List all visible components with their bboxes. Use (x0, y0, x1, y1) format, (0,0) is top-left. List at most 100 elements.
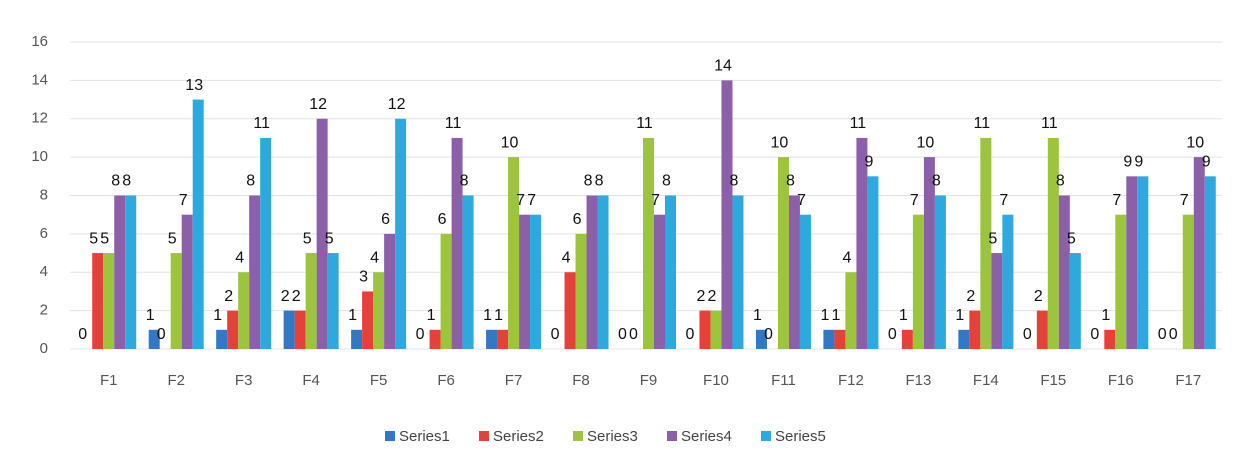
bar (451, 137, 463, 349)
data-label: 1 (494, 307, 503, 324)
data-label: 0 (888, 326, 897, 343)
data-label: 7 (797, 192, 806, 209)
bar (923, 157, 935, 349)
x-tick-label: F3 (235, 372, 253, 389)
data-label: 12 (309, 96, 327, 113)
data-label: 9 (1134, 154, 1143, 171)
data-label: 1 (213, 307, 222, 324)
x-tick-label: F2 (167, 372, 185, 389)
data-label: 11 (445, 115, 462, 132)
bar (732, 195, 744, 349)
legend-swatch (573, 431, 583, 441)
bar (283, 310, 295, 349)
y-tick-label: 14 (31, 71, 48, 88)
data-label: 7 (651, 192, 660, 209)
legend-swatch (385, 431, 395, 441)
data-label: 8 (246, 173, 255, 190)
data-label: 0 (1169, 326, 1178, 343)
data-label: 1 (831, 307, 840, 324)
bar (508, 157, 520, 349)
data-label: 4 (562, 249, 571, 266)
data-label: 0 (1090, 326, 1099, 343)
bar (755, 329, 767, 349)
bar (294, 310, 306, 349)
legend-swatch (761, 431, 771, 441)
bar (710, 310, 722, 349)
data-label: 14 (714, 58, 732, 75)
data-label: 2 (1034, 288, 1043, 305)
x-tick-label: F5 (370, 372, 388, 389)
bar (1104, 329, 1116, 349)
x-tick-label: F8 (572, 372, 590, 389)
data-label: 1 (483, 307, 492, 324)
data-label: 2 (281, 288, 290, 305)
bar (351, 329, 363, 349)
x-tick-label: F7 (505, 372, 523, 389)
data-label: 10 (771, 134, 789, 151)
legend-swatch (479, 431, 489, 441)
data-label: 10 (1186, 134, 1204, 151)
y-tick-label: 4 (40, 263, 48, 280)
data-label: 4 (370, 249, 379, 266)
bar (92, 253, 104, 349)
data-label: 8 (786, 173, 795, 190)
data-label: 11 (850, 115, 867, 132)
bar (384, 233, 396, 349)
bar (486, 329, 498, 349)
x-tick-label: F1 (100, 372, 118, 389)
bar (170, 253, 182, 349)
data-label: 7 (179, 192, 188, 209)
data-label: 10 (501, 134, 519, 151)
bar (238, 272, 250, 349)
data-label: 1 (1101, 307, 1110, 324)
bar (1182, 214, 1194, 349)
data-label: 8 (111, 173, 120, 190)
bar (586, 195, 598, 349)
bar (969, 310, 981, 349)
bar (1126, 176, 1138, 349)
bar (665, 195, 676, 349)
data-label: 1 (820, 307, 829, 324)
x-tick-label: F6 (437, 372, 455, 389)
x-tick-label: F11 (771, 372, 796, 389)
data-label: 0 (686, 326, 695, 343)
x-tick-label: F9 (640, 372, 658, 389)
data-label: 1 (753, 307, 762, 324)
bar (777, 157, 789, 349)
legend-label: Series5 (775, 428, 826, 445)
bar (249, 195, 261, 349)
bar (699, 310, 711, 349)
legend-label: Series4 (681, 428, 732, 445)
data-label: 1 (427, 307, 436, 324)
data-label: 7 (1180, 192, 1189, 209)
data-label: 2 (224, 288, 233, 305)
data-label: 9 (1123, 154, 1132, 171)
x-tick-label: F13 (905, 372, 931, 389)
data-label: 0 (551, 326, 560, 343)
bar (216, 329, 228, 349)
data-label: 13 (185, 77, 203, 94)
data-label: 0 (1158, 326, 1167, 343)
bar (1115, 214, 1127, 349)
data-label: 8 (595, 173, 604, 190)
x-tick-label: F12 (838, 372, 864, 389)
bar (125, 195, 137, 349)
bar (181, 214, 193, 349)
bar (362, 291, 374, 349)
bar (1036, 310, 1048, 349)
data-label: 5 (168, 230, 177, 247)
data-label: 11 (974, 115, 991, 132)
bar (519, 214, 531, 349)
bar (958, 329, 970, 349)
data-label: 7 (1112, 192, 1121, 209)
bar (192, 99, 204, 349)
bar (103, 253, 115, 349)
bar (788, 195, 800, 349)
bar (856, 137, 868, 349)
legend-label: Series1 (399, 428, 450, 445)
data-label: 7 (527, 192, 536, 209)
data-label: 7 (910, 192, 919, 209)
y-tick-label: 6 (40, 225, 48, 242)
data-label: 11 (636, 115, 653, 132)
